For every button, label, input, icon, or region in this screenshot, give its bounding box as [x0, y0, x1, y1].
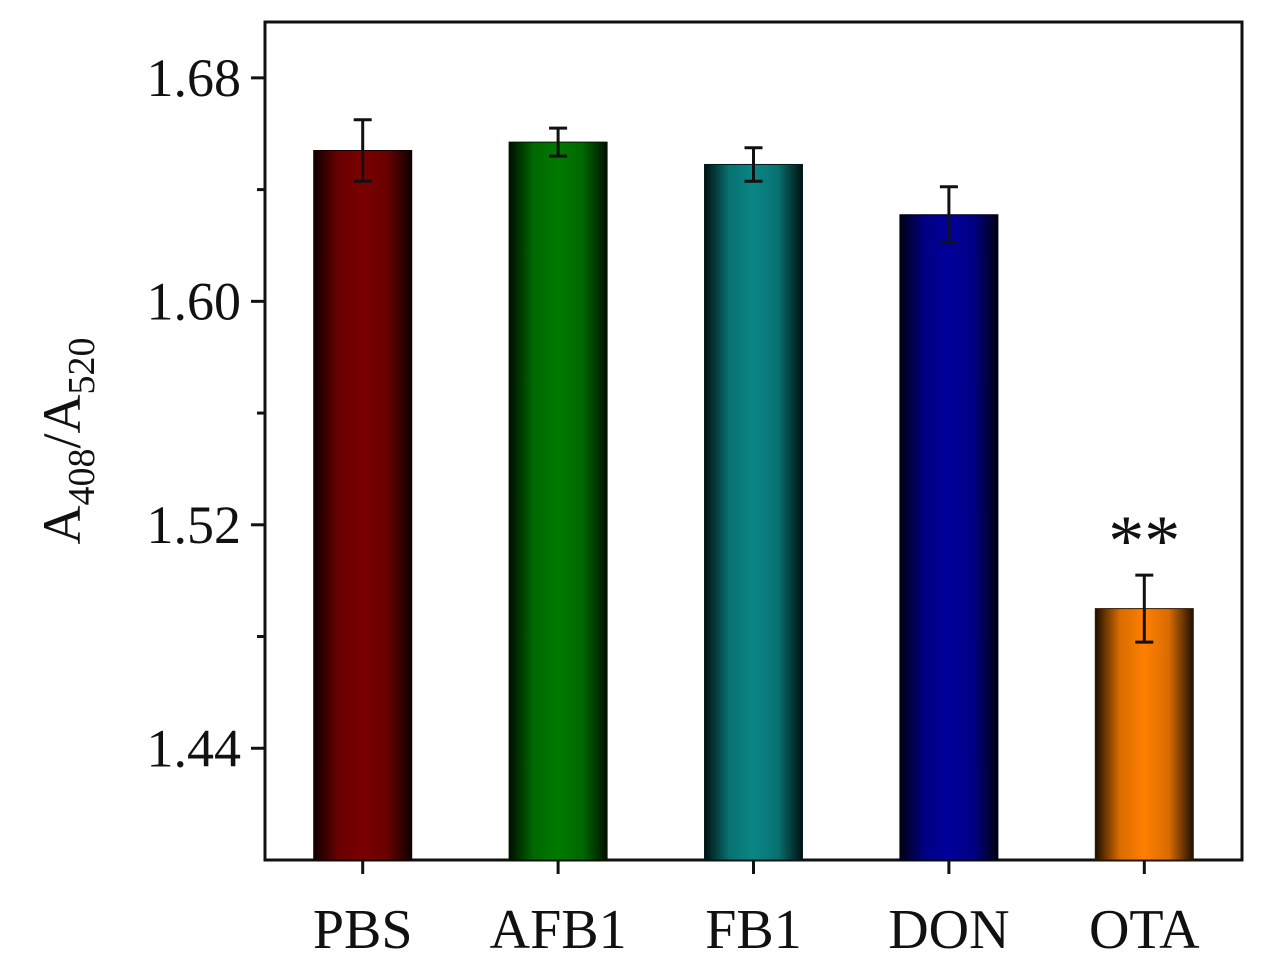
y-tick-label: 1.44: [147, 718, 242, 778]
bar-ota: [1094, 608, 1194, 861]
plot-area: 1.44 1.52 1.60 1.68 PBS AFB1 FB1 DON OTA **: [147, 20, 1244, 961]
bar-afb1: [508, 141, 608, 861]
x-tick-label-fb1: FB1: [705, 899, 802, 961]
bar-pbs: [313, 149, 413, 861]
y-tick-label: 1.60: [147, 271, 242, 331]
x-tick-label-don: DON: [888, 899, 1009, 961]
significance-annotation: **: [1108, 501, 1180, 581]
x-tick-label-pbs: PBS: [313, 899, 413, 961]
x-tick-label-afb1: AFB1: [490, 899, 627, 961]
x-tick-label-ota: OTA: [1089, 899, 1200, 961]
bar-fb1: [704, 163, 803, 861]
bar-don: [899, 214, 999, 861]
y-tick-label: 1.68: [147, 48, 242, 108]
y-tick-label: 1.52: [147, 495, 242, 555]
y-axis-label: A408/A520: [32, 338, 103, 545]
